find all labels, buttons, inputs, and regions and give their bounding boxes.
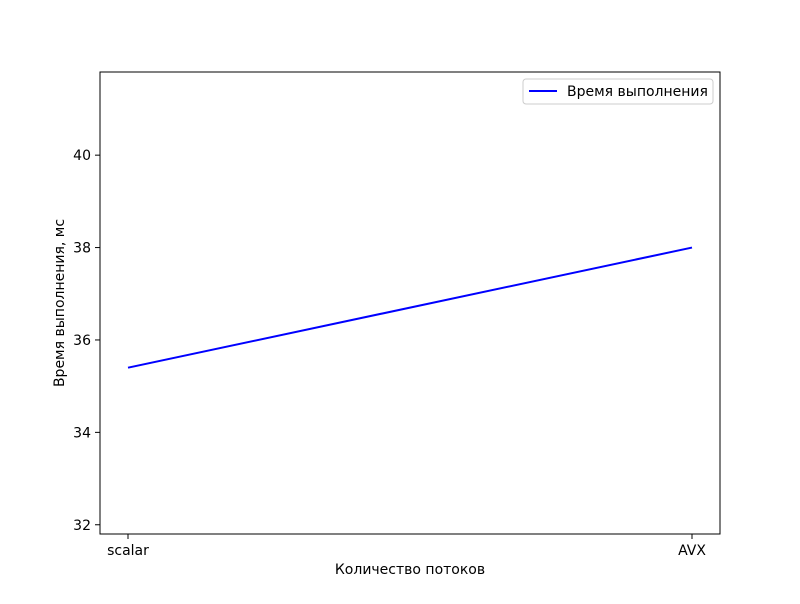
y-tick-label: 36 xyxy=(73,333,91,349)
legend: Время выполнения xyxy=(522,78,714,105)
legend-label: Время выполнения xyxy=(567,84,708,100)
series-line xyxy=(127,246,693,369)
y-tick-label: 34 xyxy=(73,425,91,441)
plot-layer xyxy=(127,246,693,369)
y-tick-label: 32 xyxy=(73,518,91,534)
axis-ticks: scalar AVX 32 34 36 38 40 xyxy=(73,148,706,559)
x-tick-label: AVX xyxy=(678,543,706,559)
x-axis-label: Количество потоков xyxy=(335,562,485,578)
y-tick-label: 38 xyxy=(73,241,91,257)
x-tick-label: scalar xyxy=(107,543,149,559)
plot-frame xyxy=(99,71,721,535)
y-axis-label: Время выполнения, мс xyxy=(52,219,68,387)
legend-box xyxy=(522,78,714,105)
y-tick-label: 40 xyxy=(73,148,91,164)
